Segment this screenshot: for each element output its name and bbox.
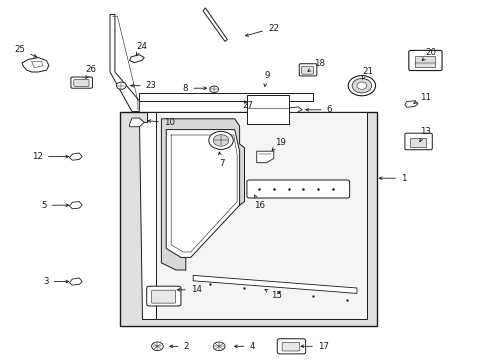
Polygon shape xyxy=(161,119,244,270)
FancyBboxPatch shape xyxy=(414,56,434,67)
Circle shape xyxy=(347,76,375,96)
Text: 23: 23 xyxy=(131,81,156,90)
FancyBboxPatch shape xyxy=(409,138,426,147)
FancyBboxPatch shape xyxy=(74,80,89,86)
Text: 22: 22 xyxy=(245,23,278,36)
Polygon shape xyxy=(69,202,82,209)
Text: 26: 26 xyxy=(85,65,96,79)
Polygon shape xyxy=(129,118,144,127)
Polygon shape xyxy=(203,8,227,41)
Text: 17: 17 xyxy=(301,342,328,351)
Polygon shape xyxy=(256,151,273,163)
Polygon shape xyxy=(22,58,49,72)
Text: 14: 14 xyxy=(177,285,201,294)
FancyBboxPatch shape xyxy=(151,290,175,303)
Text: 16: 16 xyxy=(254,195,264,210)
Circle shape xyxy=(351,78,371,93)
FancyBboxPatch shape xyxy=(277,339,305,354)
Text: 11: 11 xyxy=(413,93,429,103)
FancyBboxPatch shape xyxy=(120,112,376,326)
FancyBboxPatch shape xyxy=(246,180,349,198)
Circle shape xyxy=(356,82,366,89)
FancyBboxPatch shape xyxy=(146,286,181,306)
Circle shape xyxy=(208,131,233,149)
Text: 15: 15 xyxy=(264,289,282,300)
FancyBboxPatch shape xyxy=(404,133,431,150)
FancyBboxPatch shape xyxy=(408,50,441,71)
Polygon shape xyxy=(110,14,139,112)
Text: 8: 8 xyxy=(183,84,206,93)
Polygon shape xyxy=(139,112,156,319)
FancyBboxPatch shape xyxy=(246,95,288,124)
Text: 10: 10 xyxy=(148,118,174,127)
Text: 3: 3 xyxy=(43,277,68,286)
Text: 5: 5 xyxy=(41,201,68,210)
FancyBboxPatch shape xyxy=(282,342,299,351)
Polygon shape xyxy=(193,275,356,293)
Text: 18: 18 xyxy=(307,58,324,71)
Polygon shape xyxy=(286,107,302,112)
Text: 24: 24 xyxy=(136,41,146,56)
Text: 20: 20 xyxy=(421,48,435,60)
Circle shape xyxy=(209,86,218,93)
Text: 9: 9 xyxy=(264,71,269,86)
Text: 7: 7 xyxy=(218,152,224,168)
FancyBboxPatch shape xyxy=(299,64,316,76)
FancyBboxPatch shape xyxy=(71,77,92,88)
Circle shape xyxy=(213,135,228,146)
Text: 21: 21 xyxy=(361,67,372,79)
Text: 27: 27 xyxy=(242,100,252,109)
Text: 4: 4 xyxy=(234,342,254,351)
Text: 25: 25 xyxy=(15,45,37,57)
Text: 13: 13 xyxy=(419,127,429,141)
Text: 12: 12 xyxy=(32,152,68,161)
Polygon shape xyxy=(404,101,417,107)
Circle shape xyxy=(213,342,224,351)
Circle shape xyxy=(151,342,163,351)
Polygon shape xyxy=(166,130,239,257)
Text: 19: 19 xyxy=(271,138,285,150)
Polygon shape xyxy=(69,153,82,160)
Polygon shape xyxy=(129,55,144,63)
Text: 2: 2 xyxy=(170,342,188,351)
FancyBboxPatch shape xyxy=(301,66,313,74)
Text: 6: 6 xyxy=(305,105,331,114)
Text: 1: 1 xyxy=(379,174,406,183)
Polygon shape xyxy=(69,278,82,285)
Polygon shape xyxy=(156,112,366,319)
Polygon shape xyxy=(139,93,312,101)
Circle shape xyxy=(116,82,126,89)
